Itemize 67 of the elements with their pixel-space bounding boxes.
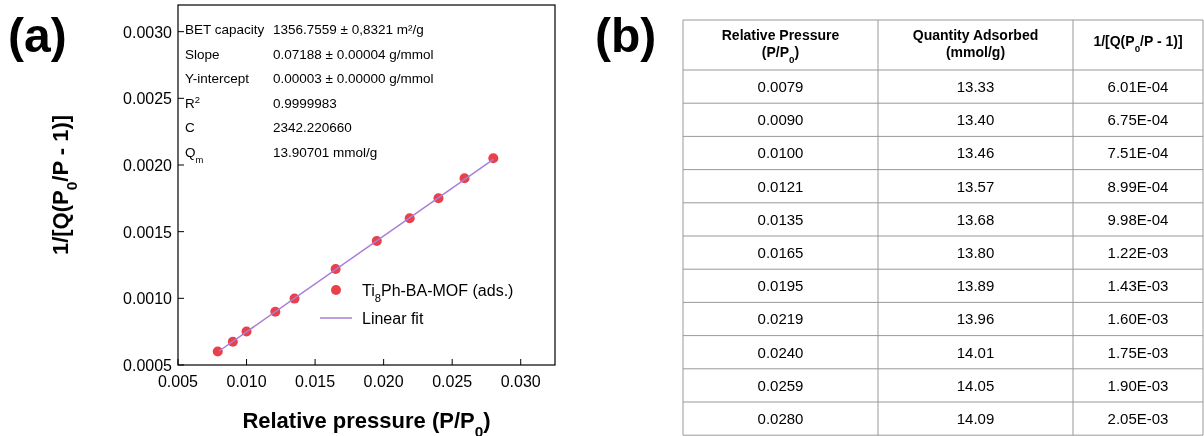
text: 1.75E-03: [1107, 343, 1169, 361]
text: 0.0219: [757, 310, 804, 328]
text: 13.33: [956, 78, 995, 95]
text: 13.68: [956, 210, 995, 228]
text: 0.0121: [757, 177, 804, 195]
y-tick-label: 0.0020: [123, 157, 173, 174]
text: (b): [595, 9, 657, 62]
x-tick-label: 0.015: [295, 373, 336, 390]
text: 13.80: [956, 244, 995, 261]
legend-label: Linear fit: [362, 310, 424, 327]
y-tick-label: 0.0015: [123, 223, 173, 241]
y-tick-label: 0.0005: [123, 357, 173, 374]
text: 0.0090: [757, 111, 804, 129]
text: 14.09: [956, 410, 995, 427]
text: 8.99E-04: [1107, 177, 1169, 195]
annotation: Q$_{m}$: [185, 144, 204, 164]
annotation: C: [185, 120, 195, 135]
text: 0.0165: [757, 244, 804, 261]
text: 1.90E-03: [1107, 376, 1169, 394]
text: 14.05: [956, 376, 995, 394]
x-tick-label: 0.010: [226, 373, 267, 390]
text: 13.96: [956, 310, 995, 328]
annotation: 0.00003 ± 0.00000 g/mmol: [273, 71, 434, 86]
x-tick-label: 0.020: [363, 373, 404, 390]
text: 6.01E-04: [1107, 78, 1169, 95]
y-tick-label: 0.0030: [123, 23, 173, 41]
chart-title: (a): [8, 9, 67, 62]
text: 14.01: [956, 343, 995, 361]
text: 0.0195: [757, 277, 804, 295]
text: 0.0100: [757, 144, 804, 162]
text: 0.0280: [757, 410, 804, 427]
category-label: Quantity Adsorbed (mmol/g): [912, 27, 1039, 60]
text: 13.89: [956, 277, 995, 295]
annotation: 0.9999983: [273, 95, 337, 111]
text: 2.05E-03: [1107, 410, 1169, 427]
y-tick-label: 0.0025: [123, 90, 173, 108]
text: 13.40: [956, 111, 995, 129]
annotation: 13.90701 mmol/g: [273, 144, 378, 160]
x-tick-label: 0.025: [432, 373, 473, 390]
text: 0.0259: [757, 376, 804, 394]
y-tick-label: 0.0010: [123, 290, 173, 308]
point: [488, 153, 499, 164]
text: 13.46: [956, 144, 995, 162]
annotation: R$^{2}$: [185, 93, 200, 111]
x-tick-label: 0.030: [500, 373, 541, 390]
category-label: Relative Pressure (P/P$_{0}$): [721, 27, 840, 65]
annotation: BET capacity: [185, 22, 265, 37]
annotation: Y-intercept: [185, 71, 250, 86]
text: 6.75E-04: [1107, 111, 1169, 129]
text: 1.22E-03: [1107, 244, 1169, 261]
text: 13.57: [956, 177, 995, 195]
annotation: 0.07188 ± 0.00004 g/mmol: [273, 46, 434, 62]
annotation: 1356.7559 ± 0,8321 m²/g: [273, 22, 424, 37]
point: [212, 346, 223, 357]
text: 1.60E-03: [1107, 310, 1169, 328]
category-label: 1/[Q(P$_{0}$/P - 1)]: [1093, 33, 1183, 54]
text: 0.0240: [757, 343, 804, 361]
text: 0.0079: [757, 78, 804, 95]
text: 0.0135: [757, 210, 804, 228]
text: 7.51E-04: [1107, 144, 1169, 162]
x-tick-label: 0.005: [157, 373, 199, 390]
text: 9.98E-04: [1107, 210, 1169, 228]
legend-label: Ti$_{8}$Ph-BA-MOF (ads.): [362, 282, 514, 304]
annotation: 2342.220660: [273, 120, 352, 135]
annotation: Slope: [185, 46, 220, 62]
text: 1.43E-03: [1107, 277, 1169, 295]
x-axis-title: Relative pressure (P/P$_{0}$): [242, 408, 491, 436]
